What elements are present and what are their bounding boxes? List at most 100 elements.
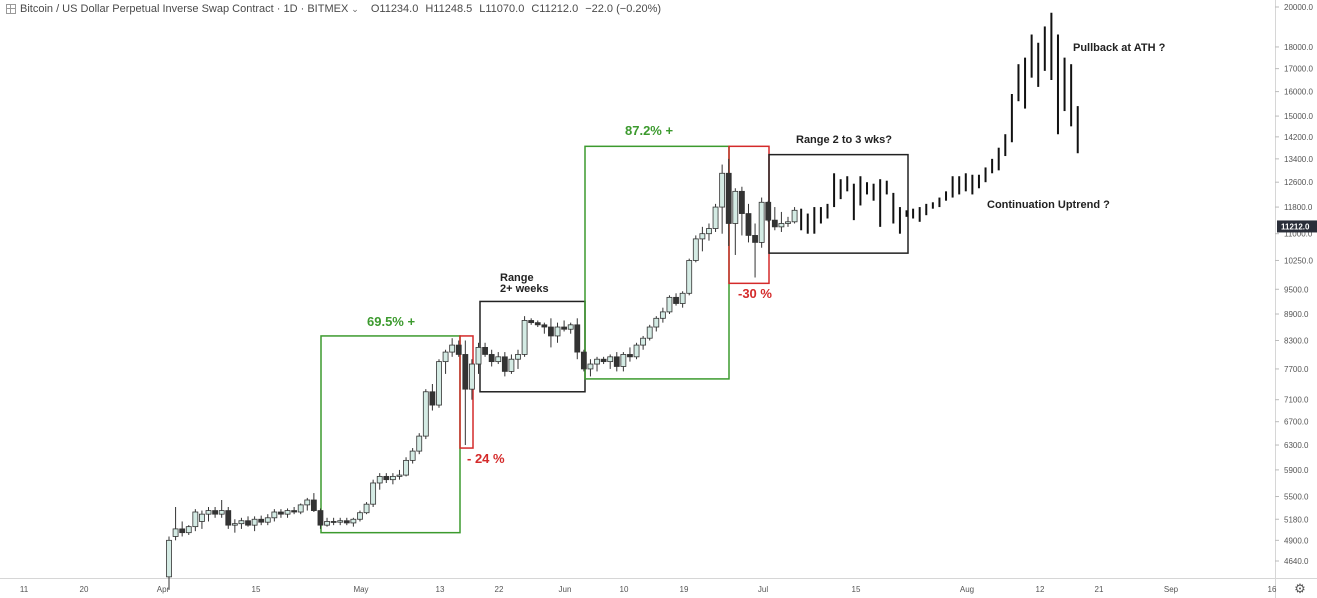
candle-up xyxy=(469,363,475,390)
candle-up xyxy=(350,518,357,524)
time-tick-label: May xyxy=(353,585,368,594)
candle-up xyxy=(436,361,442,406)
candle-down xyxy=(291,510,298,513)
candle-up xyxy=(686,260,693,294)
annotation-boxes xyxy=(320,145,909,534)
candle-up xyxy=(370,482,377,505)
time-tick-label: 13 xyxy=(436,585,445,594)
candle-up xyxy=(712,206,719,229)
candle-down xyxy=(455,344,462,355)
time-tick-label: 11 xyxy=(20,585,29,594)
candle-down xyxy=(765,201,772,221)
candle-down xyxy=(383,475,390,481)
candle-up xyxy=(640,337,647,346)
candle-up xyxy=(304,499,311,506)
candle-up xyxy=(389,475,396,481)
settings-gear-icon[interactable]: ⚙ xyxy=(1294,581,1306,596)
time-tick-label: 15 xyxy=(252,585,261,594)
candle-up xyxy=(284,510,291,515)
range-box-2 xyxy=(768,153,909,254)
annotation-text: 2+ weeks xyxy=(500,283,549,295)
candle-down xyxy=(725,172,732,224)
candle-up xyxy=(758,201,765,243)
price-tick-label: 4900.0 xyxy=(1284,536,1309,545)
candle-up xyxy=(238,520,245,525)
time-axis[interactable]: 11 20 Apr 15 May 13 22 Jun 10 19 Jul 15 Aug 12 21 Sep 16 xyxy=(20,585,1277,594)
candles xyxy=(166,158,798,590)
time-tick-label: Jul xyxy=(758,585,768,594)
candle-up xyxy=(449,344,456,353)
price-tick-label: 8900.0 xyxy=(1284,310,1309,319)
last-price-badge xyxy=(1277,220,1317,233)
candle-up xyxy=(620,354,627,367)
time-tick-label: 20 xyxy=(80,585,89,594)
candle-down xyxy=(541,324,548,328)
candle-down xyxy=(501,356,508,372)
annotation-text: Range xyxy=(500,272,534,284)
price-tick-label: 12600.0 xyxy=(1284,178,1313,187)
candle-up xyxy=(508,358,515,372)
price-tick-label: 10250.0 xyxy=(1284,256,1313,265)
last-price-label: 11212.0 xyxy=(1277,220,1317,233)
price-tick-label: 11800.0 xyxy=(1284,203,1313,212)
candle-up xyxy=(422,391,429,437)
candle-up xyxy=(699,233,706,240)
price-tick-label: 20000.0 xyxy=(1284,3,1313,12)
candle-up xyxy=(515,354,521,360)
drop-box-1 xyxy=(459,335,474,449)
candle-up xyxy=(166,539,172,578)
time-tick-label: 21 xyxy=(1095,585,1104,594)
candle-down xyxy=(179,528,186,534)
candle-up xyxy=(785,221,791,224)
candle-up xyxy=(594,358,600,365)
candle-up xyxy=(324,521,330,526)
candle-up xyxy=(337,520,344,523)
price-tick-label: 16000.0 xyxy=(1284,88,1313,97)
time-tick-label: Apr xyxy=(157,585,170,594)
candle-up xyxy=(607,356,614,363)
candle-up xyxy=(719,172,726,208)
candle-up xyxy=(205,510,212,515)
candle-down xyxy=(343,520,350,524)
candle-up xyxy=(495,356,502,363)
annotation-text: Pullback at ATH ? xyxy=(1073,42,1166,54)
candle-up xyxy=(646,326,653,339)
time-tick-label: 10 xyxy=(620,585,629,594)
candle-up xyxy=(218,510,225,515)
ohlc-bars xyxy=(800,12,1079,234)
candle-up xyxy=(297,504,304,513)
candle-up xyxy=(264,517,271,523)
price-tick-label: 17000.0 xyxy=(1284,65,1313,74)
time-tick-label: Jun xyxy=(559,585,572,594)
price-tick-label: 7100.0 xyxy=(1284,396,1309,405)
price-axis[interactable]: 20000.0 18000.0 17000.0 16000.0 15000.0 14200… xyxy=(1275,3,1313,566)
candle-down xyxy=(310,499,317,511)
candle-up xyxy=(666,296,673,313)
candle-down xyxy=(745,213,752,236)
annotation-text: 69.5% + xyxy=(367,314,415,329)
candle-up xyxy=(442,351,449,363)
candle-down xyxy=(580,351,587,370)
candle-down xyxy=(212,510,218,515)
candle-down xyxy=(627,354,633,358)
annotation-text: -30 % xyxy=(738,286,772,301)
price-tick-label: 11000.0 xyxy=(1284,230,1313,239)
candle-up xyxy=(692,238,699,261)
annotation-text: Range 2 to 3 wks? xyxy=(796,134,892,146)
candle-down xyxy=(278,511,284,515)
candle-down xyxy=(482,347,488,355)
candle-down xyxy=(613,356,620,367)
price-tick-label: 5180.0 xyxy=(1284,515,1309,524)
symbol-toggle-icon[interactable] xyxy=(6,4,16,14)
symbol-title[interactable]: Bitcoin / US Dollar Perpetual Inverse Sw… xyxy=(20,3,349,15)
price-tick-label: 6300.0 xyxy=(1284,441,1309,450)
chevron-down-icon[interactable]: ⌄ xyxy=(351,3,359,14)
candle-down xyxy=(574,324,581,353)
chart-header: Bitcoin / US Dollar Perpetual Inverse Sw… xyxy=(0,0,1275,18)
time-tick-label: 16 xyxy=(1268,585,1277,594)
candle-up xyxy=(778,223,785,228)
annotation-text: - 24 % xyxy=(467,451,505,466)
ohlc-low: L11070.0 xyxy=(479,3,525,15)
